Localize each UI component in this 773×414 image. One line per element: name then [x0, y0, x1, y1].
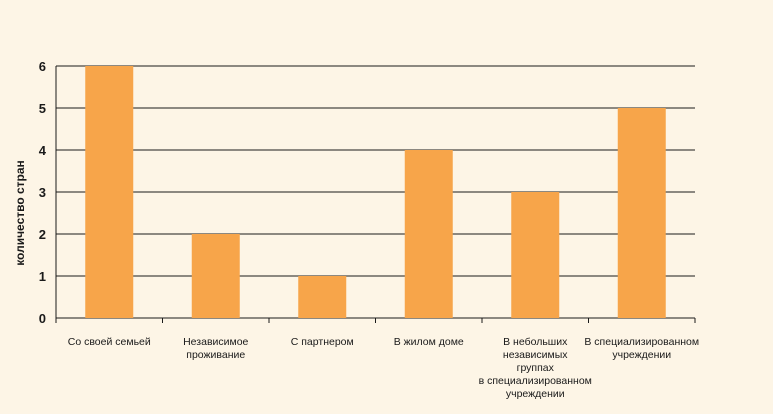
x-tick-marks	[55, 318, 696, 323]
x-category-label-line: Независимое	[183, 336, 248, 348]
x-category-label-line: В специализированном	[584, 336, 699, 348]
gridlines	[55, 65, 695, 319]
y-tick-label: 5	[39, 101, 46, 116]
x-category-label-line: проживание	[186, 349, 245, 361]
x-category-label-line: учреждении	[506, 388, 565, 400]
x-category-label-line: в специализированном	[479, 375, 592, 387]
bar	[85, 66, 134, 318]
bar	[404, 150, 453, 318]
y-tick-label: 2	[39, 227, 46, 242]
y-tick-label: 3	[39, 185, 46, 200]
bars	[85, 66, 666, 318]
bar	[511, 192, 560, 318]
y-tick-label: 0	[39, 311, 46, 326]
y-tick-label: 4	[39, 143, 47, 158]
bar	[191, 234, 240, 318]
x-category-label-line: группах	[517, 362, 555, 374]
y-tick-label: 1	[39, 269, 46, 284]
bar	[298, 276, 347, 318]
x-category-label: С партнером	[291, 336, 354, 348]
x-category-label-line: учреждении	[612, 349, 671, 361]
x-category-label: В специализированном учреждении	[584, 336, 699, 361]
x-category-label: В небольших независимых группах в специализ…	[479, 336, 592, 400]
y-axis-title: количество стран	[13, 160, 27, 266]
x-category-label-line: С партнером	[291, 336, 354, 348]
x-category-label: В жилом доме	[394, 336, 464, 348]
x-category-label-line: Со своей семьей	[68, 336, 151, 348]
x-category-label: Со своей семьей	[68, 336, 151, 348]
x-category-label-line: В жилом доме	[394, 336, 464, 348]
x-category-label-line: В небольших	[503, 336, 568, 348]
x-category-labels: Со своей семьей Независимое проживание С па…	[68, 336, 699, 400]
y-tick-labels: 0 1 2 3 4 5 6	[39, 59, 47, 326]
x-category-label: Независимое проживание	[183, 336, 248, 361]
bar	[617, 108, 666, 318]
x-category-label-line: независимых	[503, 349, 568, 361]
y-tick-label: 6	[39, 59, 46, 74]
